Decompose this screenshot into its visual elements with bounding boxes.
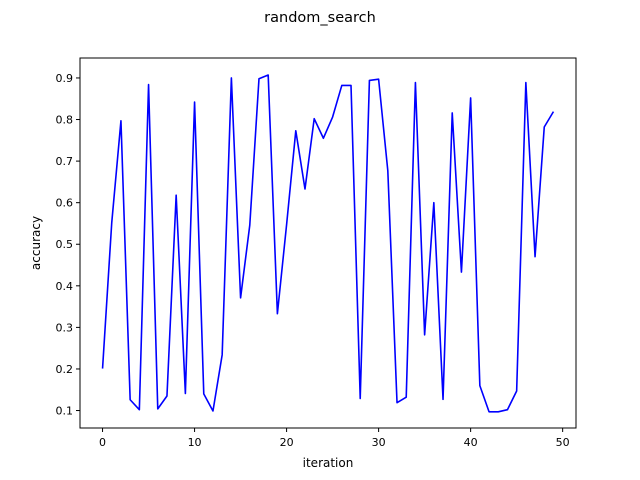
- data-point: [341, 85, 343, 87]
- data-point: [332, 116, 334, 118]
- data-point: [120, 120, 122, 122]
- x-tick-label: 40: [464, 436, 478, 449]
- axes-frame: [79, 57, 577, 429]
- data-point: [111, 222, 113, 224]
- data-point: [313, 118, 315, 120]
- y-tick-label: 0.6: [56, 197, 74, 210]
- y-axis-label: accuracy: [29, 216, 43, 270]
- data-point: [258, 78, 260, 80]
- data-point: [525, 82, 527, 84]
- x-tick-label: 30: [372, 436, 386, 449]
- data-point: [405, 396, 407, 398]
- y-tick-label: 0.9: [56, 72, 74, 85]
- data-point: [543, 126, 545, 128]
- data-point: [451, 112, 453, 114]
- y-tick-label: 0.4: [56, 280, 74, 293]
- data-point: [240, 297, 242, 299]
- data-point: [497, 411, 499, 413]
- data-point: [369, 80, 371, 82]
- plot-area: [101, 74, 555, 413]
- y-tick-label: 0.2: [56, 363, 74, 376]
- data-point: [534, 256, 536, 258]
- data-point: [424, 334, 426, 336]
- data-point: [194, 101, 196, 103]
- y-tick-label: 0.7: [56, 155, 74, 168]
- data-point: [185, 393, 187, 395]
- data-point: [304, 188, 306, 190]
- y-tick-label: 0.5: [56, 238, 74, 251]
- data-point: [350, 85, 352, 87]
- data-point: [286, 224, 288, 226]
- x-tick-label: 10: [188, 436, 202, 449]
- data-point: [231, 77, 233, 79]
- data-point: [277, 313, 279, 315]
- data-point: [102, 368, 104, 370]
- series-line-0: [101, 74, 555, 413]
- data-point: [212, 410, 214, 412]
- data-point: [359, 398, 361, 400]
- data-point: [488, 411, 490, 413]
- data-point: [470, 97, 472, 99]
- data-point: [442, 399, 444, 401]
- data-point: [415, 82, 417, 84]
- data-point: [323, 137, 325, 139]
- data-point: [157, 408, 159, 410]
- x-axis: 0 10 20 30 40 50: [99, 428, 570, 449]
- x-tick-label: 50: [556, 436, 570, 449]
- data-point: [295, 130, 297, 132]
- x-axis-label: iteration: [303, 456, 354, 470]
- y-tick-label: 0.3: [56, 321, 74, 334]
- data-point: [267, 74, 269, 76]
- data-point: [249, 224, 251, 226]
- data-point: [203, 393, 205, 395]
- data-point: [221, 354, 223, 356]
- data-point: [166, 395, 168, 397]
- data-point: [139, 409, 141, 411]
- data-point: [461, 271, 463, 273]
- data-point: [433, 202, 435, 204]
- data-point: [553, 111, 555, 113]
- chart-title: random_search: [264, 10, 376, 26]
- x-tick-label: 0: [99, 436, 106, 449]
- x-tick-label: 20: [280, 436, 294, 449]
- data-point: [516, 390, 518, 392]
- data-point: [479, 385, 481, 387]
- data-point: [378, 78, 380, 80]
- data-point: [507, 409, 509, 411]
- data-point: [129, 399, 131, 401]
- data-point: [396, 402, 398, 404]
- y-axis: 0.1 0.2 0.3 0.4 0.5 0.6 0.7 0.8 0.9: [56, 72, 80, 418]
- data-point: [387, 170, 389, 172]
- y-tick-label: 0.1: [56, 405, 74, 418]
- y-tick-label: 0.8: [56, 114, 74, 127]
- data-point: [175, 194, 177, 196]
- data-point: [148, 84, 150, 86]
